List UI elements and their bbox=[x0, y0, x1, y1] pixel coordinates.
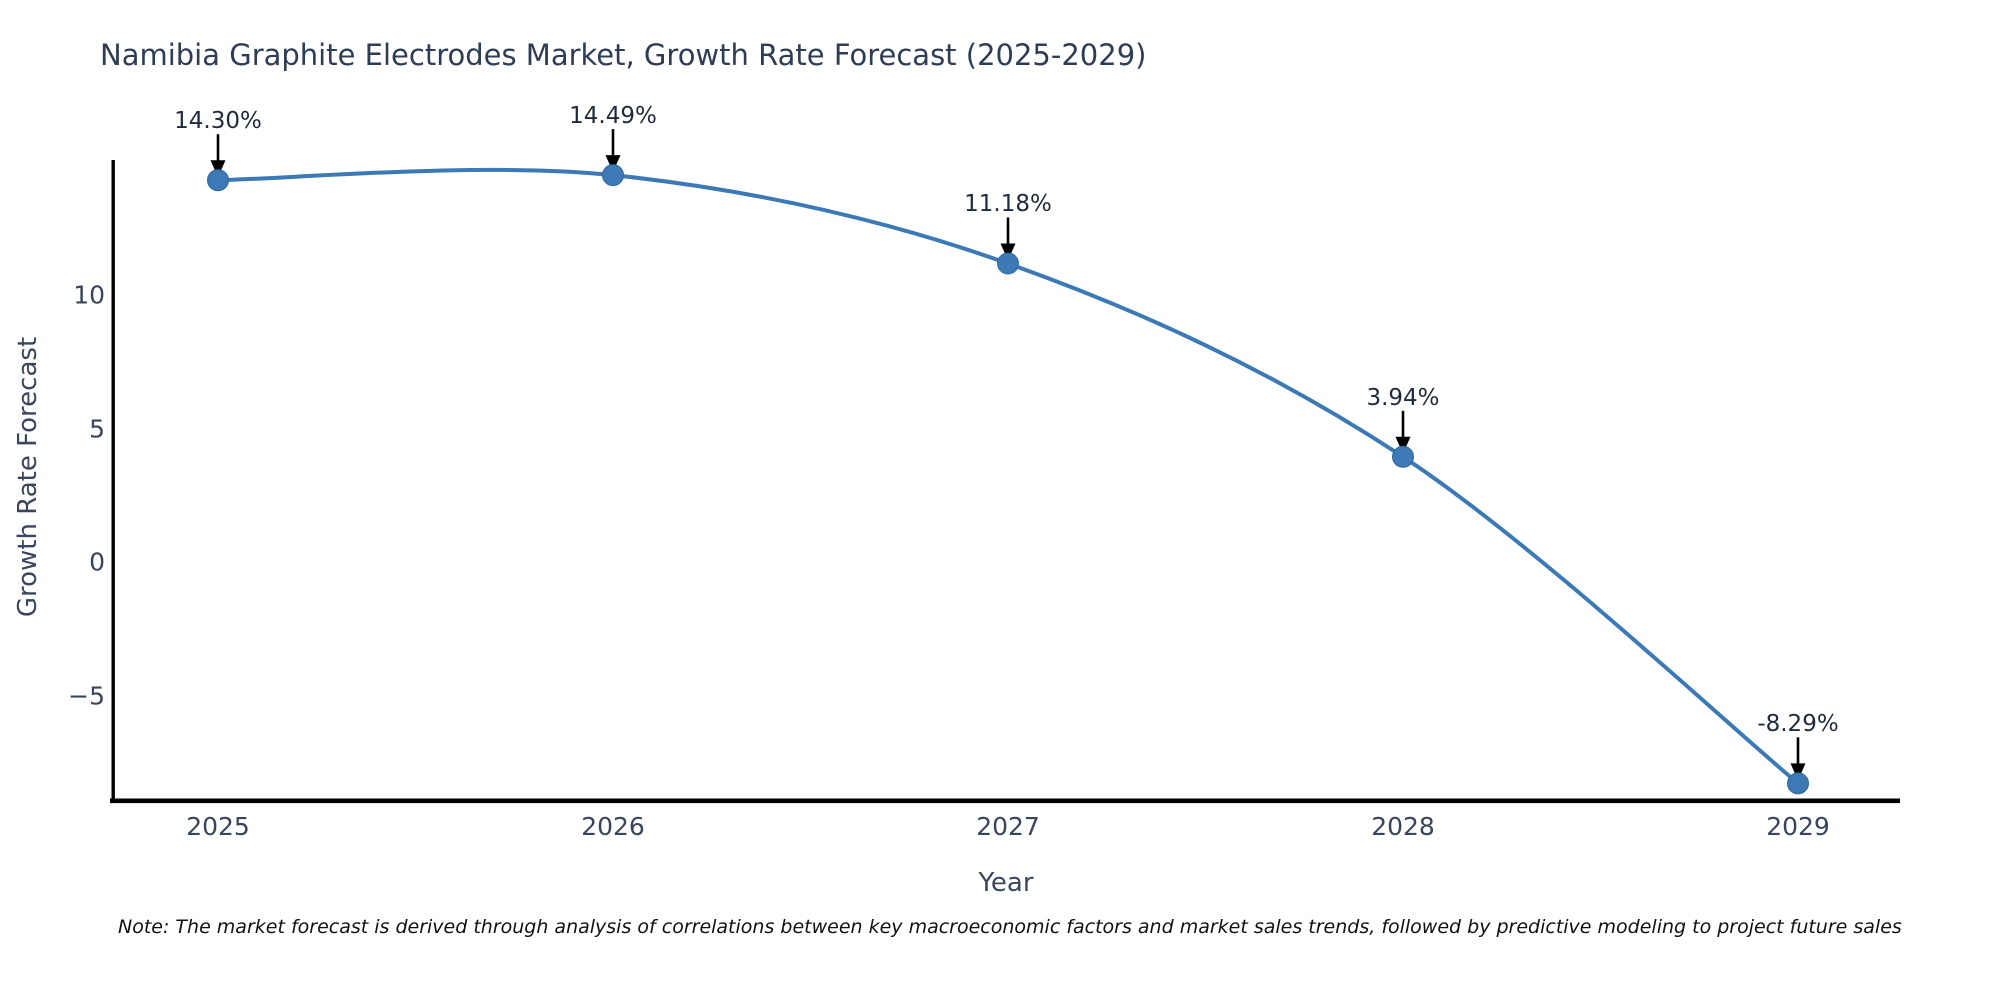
annotation-arrow-head bbox=[1395, 436, 1411, 454]
x-tick-label: 2027 bbox=[976, 812, 1040, 841]
annotation-arrow-head bbox=[210, 160, 226, 178]
footnote: Note: The market forecast is derived thr… bbox=[118, 916, 1902, 938]
data-point-marker bbox=[602, 164, 624, 187]
chart-title: Namibia Graphite Electrodes Market, Grow… bbox=[100, 38, 1147, 72]
y-tick-label: 5 bbox=[89, 414, 105, 443]
x-tick-label: 2029 bbox=[1766, 812, 1830, 841]
series-layer bbox=[207, 129, 1809, 795]
x-tick-label: 2026 bbox=[581, 812, 645, 841]
data-point-marker bbox=[1787, 772, 1809, 795]
point-value-label: 11.18% bbox=[964, 191, 1052, 218]
point-value-label: 3.94% bbox=[1366, 384, 1440, 411]
point-value-label: 14.30% bbox=[174, 108, 262, 135]
point-value-label: -8.29% bbox=[1757, 711, 1839, 738]
data-point-marker bbox=[997, 252, 1019, 275]
data-point-marker bbox=[1392, 445, 1414, 468]
annotation-arrow-head bbox=[1000, 243, 1016, 261]
x-axis-title: Year bbox=[978, 868, 1034, 898]
data-point-marker bbox=[207, 169, 229, 192]
y-tick-label: −5 bbox=[68, 681, 105, 710]
y-axis-title: Growth Rate Forecast bbox=[13, 336, 43, 618]
y-tick-label: 0 bbox=[89, 547, 105, 577]
annotation-arrow-head bbox=[605, 155, 621, 173]
x-tick-label: 2028 bbox=[1371, 812, 1435, 841]
x-axis-spine bbox=[110, 798, 1900, 804]
forecast-line bbox=[216, 167, 1800, 786]
x-tick-label: 2025 bbox=[186, 812, 250, 841]
y-axis-spine bbox=[111, 160, 115, 802]
y-tick-label: 10 bbox=[73, 280, 105, 310]
annotation-arrow-head bbox=[1790, 763, 1806, 781]
point-value-label: 14.49% bbox=[569, 103, 657, 130]
